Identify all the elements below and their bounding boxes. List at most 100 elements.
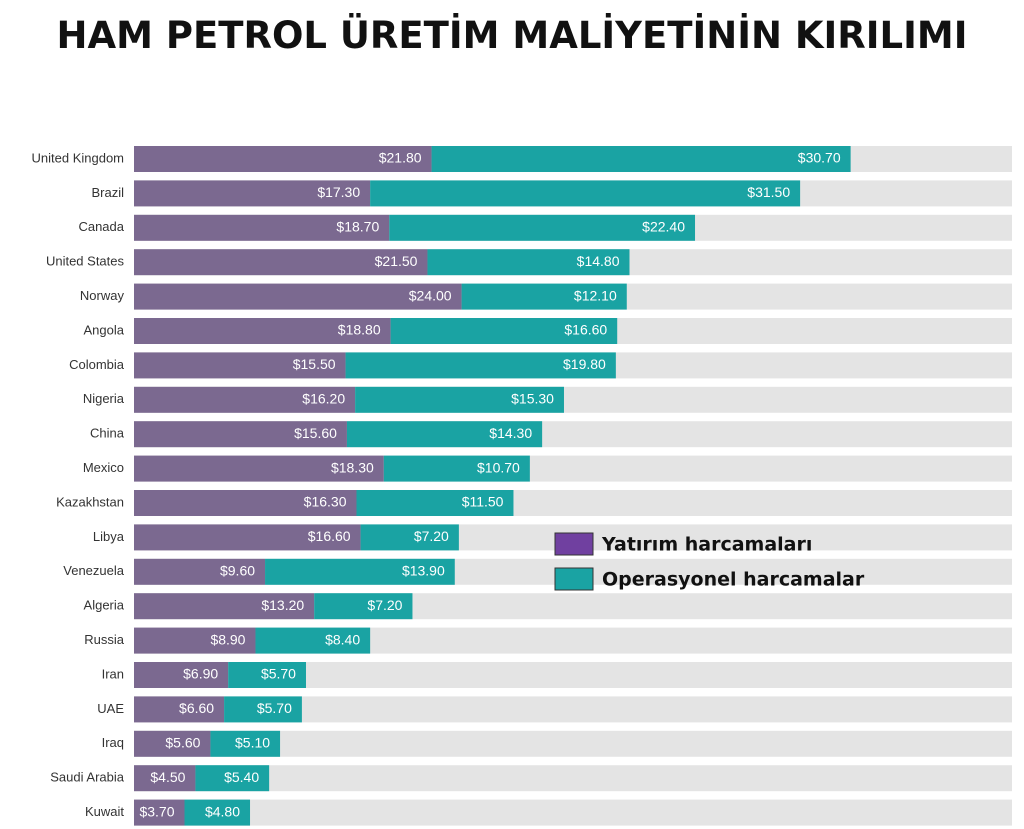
data-label: $6.90 [183, 666, 218, 682]
legend-label-operasyonel: Operasyonel harcamalar [602, 569, 865, 591]
bar-yatirim [134, 662, 229, 688]
bar-yatirim [134, 524, 361, 551]
bar-yatirim [134, 283, 462, 310]
category-label: Iraq [102, 735, 124, 750]
bar-operasyonel [355, 386, 564, 413]
data-label: $18.70 [336, 219, 379, 235]
bar-yatirim [134, 318, 391, 344]
bar-operasyonel [370, 180, 801, 207]
bar-operasyonel [265, 558, 455, 585]
category-label: Angola [84, 322, 125, 337]
bar-operasyonel [431, 146, 851, 172]
data-label: $5.10 [235, 735, 270, 751]
category-label: Nigeria [83, 391, 125, 406]
data-label: $31.50 [747, 184, 790, 200]
bar-track [134, 799, 1012, 826]
data-label: $17.30 [317, 184, 360, 200]
data-label: $16.30 [304, 494, 347, 510]
data-label: $7.20 [414, 528, 449, 544]
bar-operasyonel [228, 662, 306, 688]
bar-operasyonel [389, 214, 696, 241]
category-label: Canada [78, 219, 124, 234]
data-label: $10.70 [477, 459, 520, 475]
category-label: Mexico [83, 460, 124, 475]
chart-title: HAM PETROL ÜRETİM MALİYETİNİN KIRILIMI [56, 14, 968, 57]
category-label: United States [46, 254, 125, 269]
data-label: $18.30 [331, 459, 374, 475]
data-label: $5.40 [224, 769, 259, 785]
bar-yatirim [134, 455, 384, 482]
category-label: UAE [97, 701, 124, 716]
data-label: $18.80 [338, 322, 381, 338]
data-label: $4.50 [150, 769, 185, 785]
bar-yatirim [134, 799, 185, 826]
category-label: Libya [93, 529, 125, 544]
bar-operasyonel [461, 283, 627, 310]
bar-operasyonel [346, 421, 543, 448]
data-label: $16.20 [302, 391, 345, 407]
data-label: $12.10 [574, 287, 617, 303]
data-label: $8.90 [210, 631, 245, 647]
category-label: Algeria [84, 598, 125, 613]
bar-yatirim [134, 249, 428, 276]
data-label: $15.30 [511, 391, 554, 407]
data-label: $15.60 [294, 425, 337, 441]
data-label: $6.60 [179, 700, 214, 716]
data-label: $16.60 [564, 322, 607, 338]
data-label: $14.80 [577, 253, 620, 269]
bar-yatirim [134, 146, 432, 172]
bar-operasyonel [195, 765, 270, 792]
data-label: $30.70 [798, 150, 841, 166]
bar-operasyonel [427, 249, 630, 276]
category-label: United Kingdom [32, 150, 125, 165]
bar-yatirim [134, 730, 211, 757]
data-label: $22.40 [642, 219, 685, 235]
bar-yatirim [134, 765, 196, 792]
category-label: Russia [84, 632, 125, 647]
bar-yatirim [134, 352, 346, 379]
legend-swatch-yatirim [554, 532, 594, 556]
data-label: $21.50 [375, 253, 418, 269]
data-label: $4.80 [205, 803, 240, 819]
data-label: $5.70 [257, 700, 292, 716]
data-label: $3.70 [139, 803, 174, 819]
bar-operasyonel [255, 627, 371, 654]
bar-operasyonel [390, 318, 618, 344]
category-label: Iran [102, 666, 124, 681]
bar-yatirim [134, 214, 390, 241]
category-label: Kazakhstan [56, 494, 124, 509]
bar-yatirim [134, 421, 347, 448]
data-label: $19.80 [563, 356, 606, 372]
category-label: China [90, 426, 125, 441]
bar-yatirim [134, 558, 266, 585]
data-label: $11.50 [462, 494, 504, 510]
data-label: $8.40 [325, 631, 360, 647]
data-label: $21.80 [379, 150, 422, 166]
legend: Yatırım harcamaları Operasyonel harcamala… [554, 532, 865, 591]
bar-operasyonel [314, 593, 413, 620]
bar-yatirim [134, 593, 315, 620]
bar-track [134, 730, 1012, 757]
bar-operasyonel [210, 730, 281, 757]
data-label: $7.20 [367, 597, 402, 613]
bar-yatirim [134, 386, 356, 413]
bar-track [134, 765, 1012, 792]
category-label: Venezuela [63, 563, 124, 578]
bar-operasyonel [360, 524, 459, 551]
legend-swatch-operasyonel [554, 567, 594, 591]
data-label: $24.00 [409, 287, 452, 303]
legend-label-yatirim: Yatırım harcamaları [601, 534, 812, 556]
category-label: Norway [80, 288, 125, 303]
data-label: $14.30 [489, 425, 532, 441]
bar-yatirim [134, 180, 371, 207]
data-label: $5.70 [261, 666, 296, 682]
bar-yatirim [134, 490, 357, 516]
data-label: $13.20 [261, 597, 304, 613]
category-label: Kuwait [85, 804, 124, 819]
data-label: $13.90 [402, 563, 445, 579]
data-label: $16.60 [308, 528, 351, 544]
bar-operasyonel [184, 799, 251, 826]
bar-yatirim [134, 696, 225, 723]
bar-yatirim [134, 627, 256, 654]
